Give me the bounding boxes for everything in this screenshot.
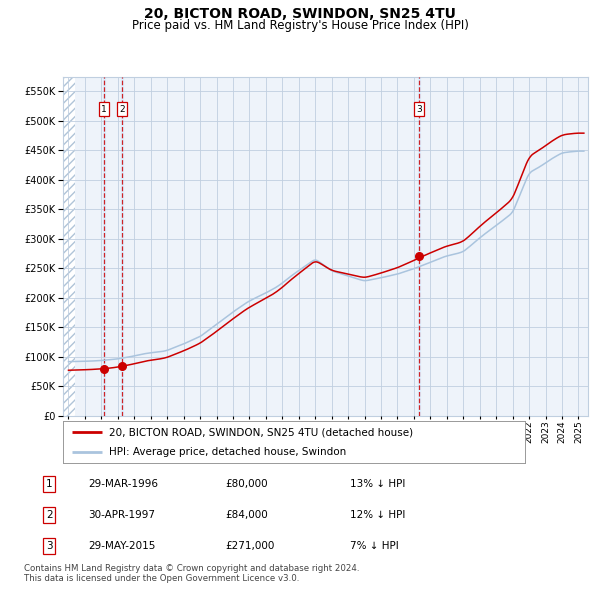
Text: £271,000: £271,000 [225, 541, 274, 550]
Bar [103, 77, 105, 416]
Bar [63, 77, 75, 416]
Text: 13% ↓ HPI: 13% ↓ HPI [350, 480, 406, 489]
Text: 7% ↓ HPI: 7% ↓ HPI [350, 541, 399, 550]
Bar [418, 77, 420, 416]
Text: 3: 3 [416, 104, 422, 114]
Text: 20, BICTON ROAD, SWINDON, SN25 4TU (detached house): 20, BICTON ROAD, SWINDON, SN25 4TU (deta… [109, 427, 413, 437]
Text: HPI: Average price, detached house, Swindon: HPI: Average price, detached house, Swin… [109, 447, 346, 457]
Text: £84,000: £84,000 [225, 510, 268, 520]
Text: 1: 1 [101, 104, 107, 114]
Text: 20, BICTON ROAD, SWINDON, SN25 4TU: 20, BICTON ROAD, SWINDON, SN25 4TU [144, 7, 456, 21]
Text: Price paid vs. HM Land Registry's House Price Index (HPI): Price paid vs. HM Land Registry's House … [131, 19, 469, 32]
Text: 2: 2 [119, 104, 125, 114]
Text: 29-MAR-1996: 29-MAR-1996 [88, 480, 158, 489]
Text: Contains HM Land Registry data © Crown copyright and database right 2024.
This d: Contains HM Land Registry data © Crown c… [24, 564, 359, 584]
Text: 30-APR-1997: 30-APR-1997 [88, 510, 155, 520]
Text: 12% ↓ HPI: 12% ↓ HPI [350, 510, 406, 520]
Bar [121, 77, 123, 416]
Text: £80,000: £80,000 [225, 480, 268, 489]
Text: 2: 2 [46, 510, 52, 520]
Text: 29-MAY-2015: 29-MAY-2015 [88, 541, 155, 550]
Text: 1: 1 [46, 480, 52, 489]
Text: 3: 3 [46, 541, 52, 550]
